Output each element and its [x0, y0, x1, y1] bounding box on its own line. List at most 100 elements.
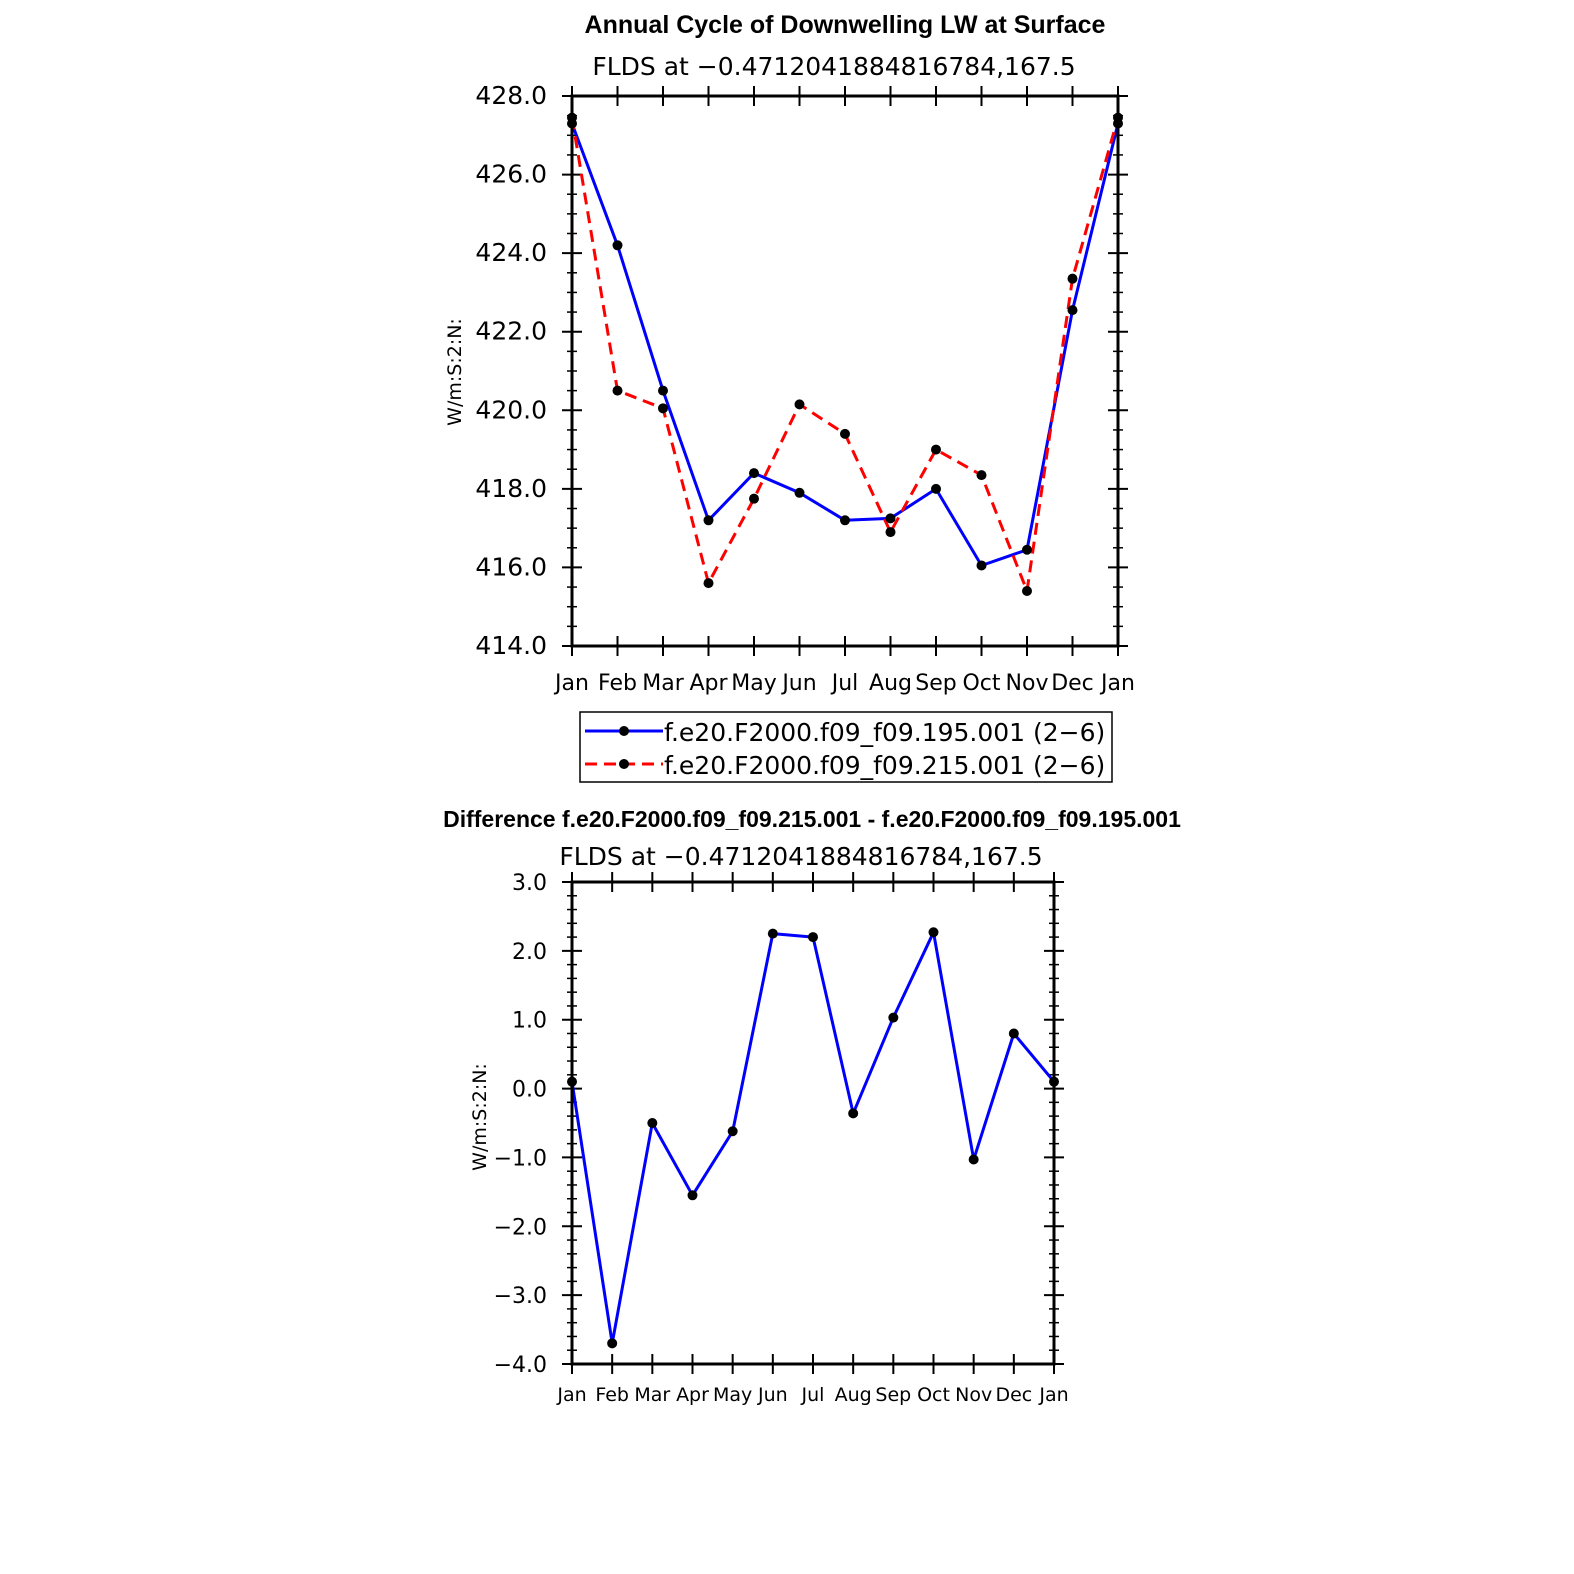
chart-subtitle: FLDS at −0.4712041884816784,167.5: [592, 52, 1075, 81]
chart-subtitle: FLDS at −0.4712041884816784,167.5: [559, 842, 1042, 871]
data-point-series-2: [658, 403, 668, 414]
data-point-series-1: [703, 515, 714, 526]
x-tick-label: Feb: [598, 671, 637, 696]
data-point-series-1: [687, 1190, 698, 1201]
data-point-series-2: [703, 578, 714, 589]
y-tick-label: 420.0: [475, 395, 547, 424]
y-tick-label: 418.0: [475, 474, 547, 503]
x-tick-label: Aug: [835, 1384, 872, 1406]
x-tick-label: Sep: [875, 1384, 911, 1406]
x-tick-label: Oct: [962, 671, 1000, 696]
x-tick-label: May: [731, 671, 776, 696]
y-tick-label: −4.0: [494, 1353, 547, 1378]
x-tick-label: Dec: [1051, 671, 1094, 696]
series-lines: [570, 930, 1056, 1345]
data-point-series-1: [1067, 305, 1078, 316]
data-point-series-2: [976, 470, 987, 481]
x-tick-label: Nov: [1006, 671, 1049, 696]
data-point-series-1: [928, 927, 939, 938]
data-point-series-2: [612, 385, 623, 396]
x-tick-label: Mar: [634, 1384, 670, 1406]
y-tick-label: 0.0: [512, 1078, 547, 1103]
data-point-series-2: [885, 527, 896, 538]
data-point-series-1: [658, 385, 668, 396]
y-tick-label: 426.0: [475, 160, 547, 189]
data-point-series-1: [647, 1118, 658, 1128]
tick-marks: [562, 86, 1128, 656]
legend-marker-series-2: [619, 759, 629, 769]
x-tick-label: Feb: [595, 1384, 629, 1406]
legend-box: [579, 711, 1113, 783]
data-point-series-2: [931, 444, 941, 455]
x-tick-label: Jun: [757, 1384, 788, 1406]
data-point-series-2: [840, 428, 850, 439]
y-tick-labels: 414.0 416.0 418.0 420.0 422.0 424.0 426.0 428.0: [475, 81, 547, 660]
data-point-series-1: [749, 468, 759, 479]
plot-frame: [570, 880, 1056, 1366]
data-points: [567, 927, 1059, 1349]
y-axis-label: W/m:S:2:N:: [444, 318, 466, 426]
y-axis-label: W/m:S:2:N:: [469, 1063, 491, 1171]
series-line-1: [570, 930, 1056, 1345]
x-tick-label: Jun: [780, 671, 816, 696]
series-line-1: [570, 122, 1120, 567]
x-tick-label: Jan: [553, 671, 589, 696]
y-tick-label: 424.0: [475, 238, 547, 267]
x-tick-label: Dec: [995, 1384, 1032, 1406]
y-tick-label: 3.0: [512, 871, 547, 896]
x-tick-label: Nov: [955, 1384, 992, 1406]
y-tick-label: 1.0: [512, 1009, 547, 1034]
data-point-series-2: [794, 399, 805, 410]
data-point-series-1: [885, 513, 896, 524]
y-tick-label: −2.0: [494, 1215, 547, 1240]
chart-annual-cycle: Annual Cycle of Downwelling LW at Surfac…: [444, 11, 1135, 783]
data-point-series-1: [794, 487, 805, 498]
x-tick-labels: Jan Feb Mar Apr May Jun Jul Aug Sep Oct Nov Dec Jan: [556, 1384, 1068, 1406]
data-point-series-1: [607, 1338, 618, 1349]
x-tick-label: Jan: [556, 1384, 586, 1406]
plot-frame: [570, 94, 1120, 648]
x-tick-label: Aug: [869, 671, 912, 696]
x-tick-label: Sep: [915, 671, 956, 696]
x-tick-label: Oct: [917, 1384, 950, 1406]
y-tick-label: 2.0: [512, 940, 547, 965]
legend-label-series-1: f.e20.F2000.f09_f09.195.001 (2−6): [664, 718, 1105, 747]
data-point-series-2: [749, 493, 759, 504]
x-tick-label: May: [713, 1384, 752, 1406]
data-point-series-1: [808, 932, 818, 943]
data-point-series-1: [968, 1154, 979, 1165]
y-tick-label: 428.0: [475, 81, 547, 110]
data-point-series-1: [931, 483, 941, 494]
y-tick-label: −3.0: [494, 1284, 547, 1309]
y-tick-label: −1.0: [494, 1146, 547, 1171]
x-tick-label: Jan: [1038, 1384, 1068, 1406]
chart-title: Difference f.e20.F2000.f09_f09.215.001 -…: [443, 806, 1181, 832]
legend: f.e20.F2000.f09_f09.195.001 (2−6) f.e20.…: [579, 711, 1113, 783]
x-tick-label: Apr: [676, 1384, 709, 1406]
data-point-series-1: [1022, 544, 1032, 555]
data-point-series-1: [848, 1108, 859, 1119]
x-tick-label: Jan: [1099, 671, 1135, 696]
legend-marker-series-1: [619, 726, 629, 736]
x-tick-label: Mar: [642, 671, 684, 696]
x-tick-label: Apr: [689, 671, 728, 696]
chart-title: Annual Cycle of Downwelling LW at Surfac…: [585, 11, 1106, 39]
chart-difference: Difference f.e20.F2000.f09_f09.215.001 -…: [443, 806, 1181, 1406]
y-tick-label: 422.0: [475, 317, 547, 346]
data-point-series-1: [767, 928, 778, 939]
x-tick-labels: Jan Feb Mar Apr May Jun Jul Aug Sep Oct Nov Dec Jan: [553, 671, 1135, 696]
data-points: [567, 112, 1123, 596]
data-point-series-1: [1008, 1028, 1019, 1039]
data-point-series-1: [612, 240, 623, 251]
data-point-series-1: [888, 1012, 899, 1023]
data-point-series-2: [1067, 273, 1078, 284]
y-tick-labels: −4.0 −3.0 −2.0 −1.0 0.0 1.0 2.0 3.0: [494, 871, 547, 1378]
y-tick-label: 416.0: [475, 552, 547, 581]
y-tick-label: 414.0: [475, 631, 547, 660]
data-point-series-2: [1022, 586, 1032, 596]
x-tick-label: Jul: [801, 1384, 825, 1406]
data-point-series-1: [727, 1126, 738, 1137]
tick-marks: [562, 872, 1064, 1374]
data-point-series-1: [840, 515, 850, 526]
